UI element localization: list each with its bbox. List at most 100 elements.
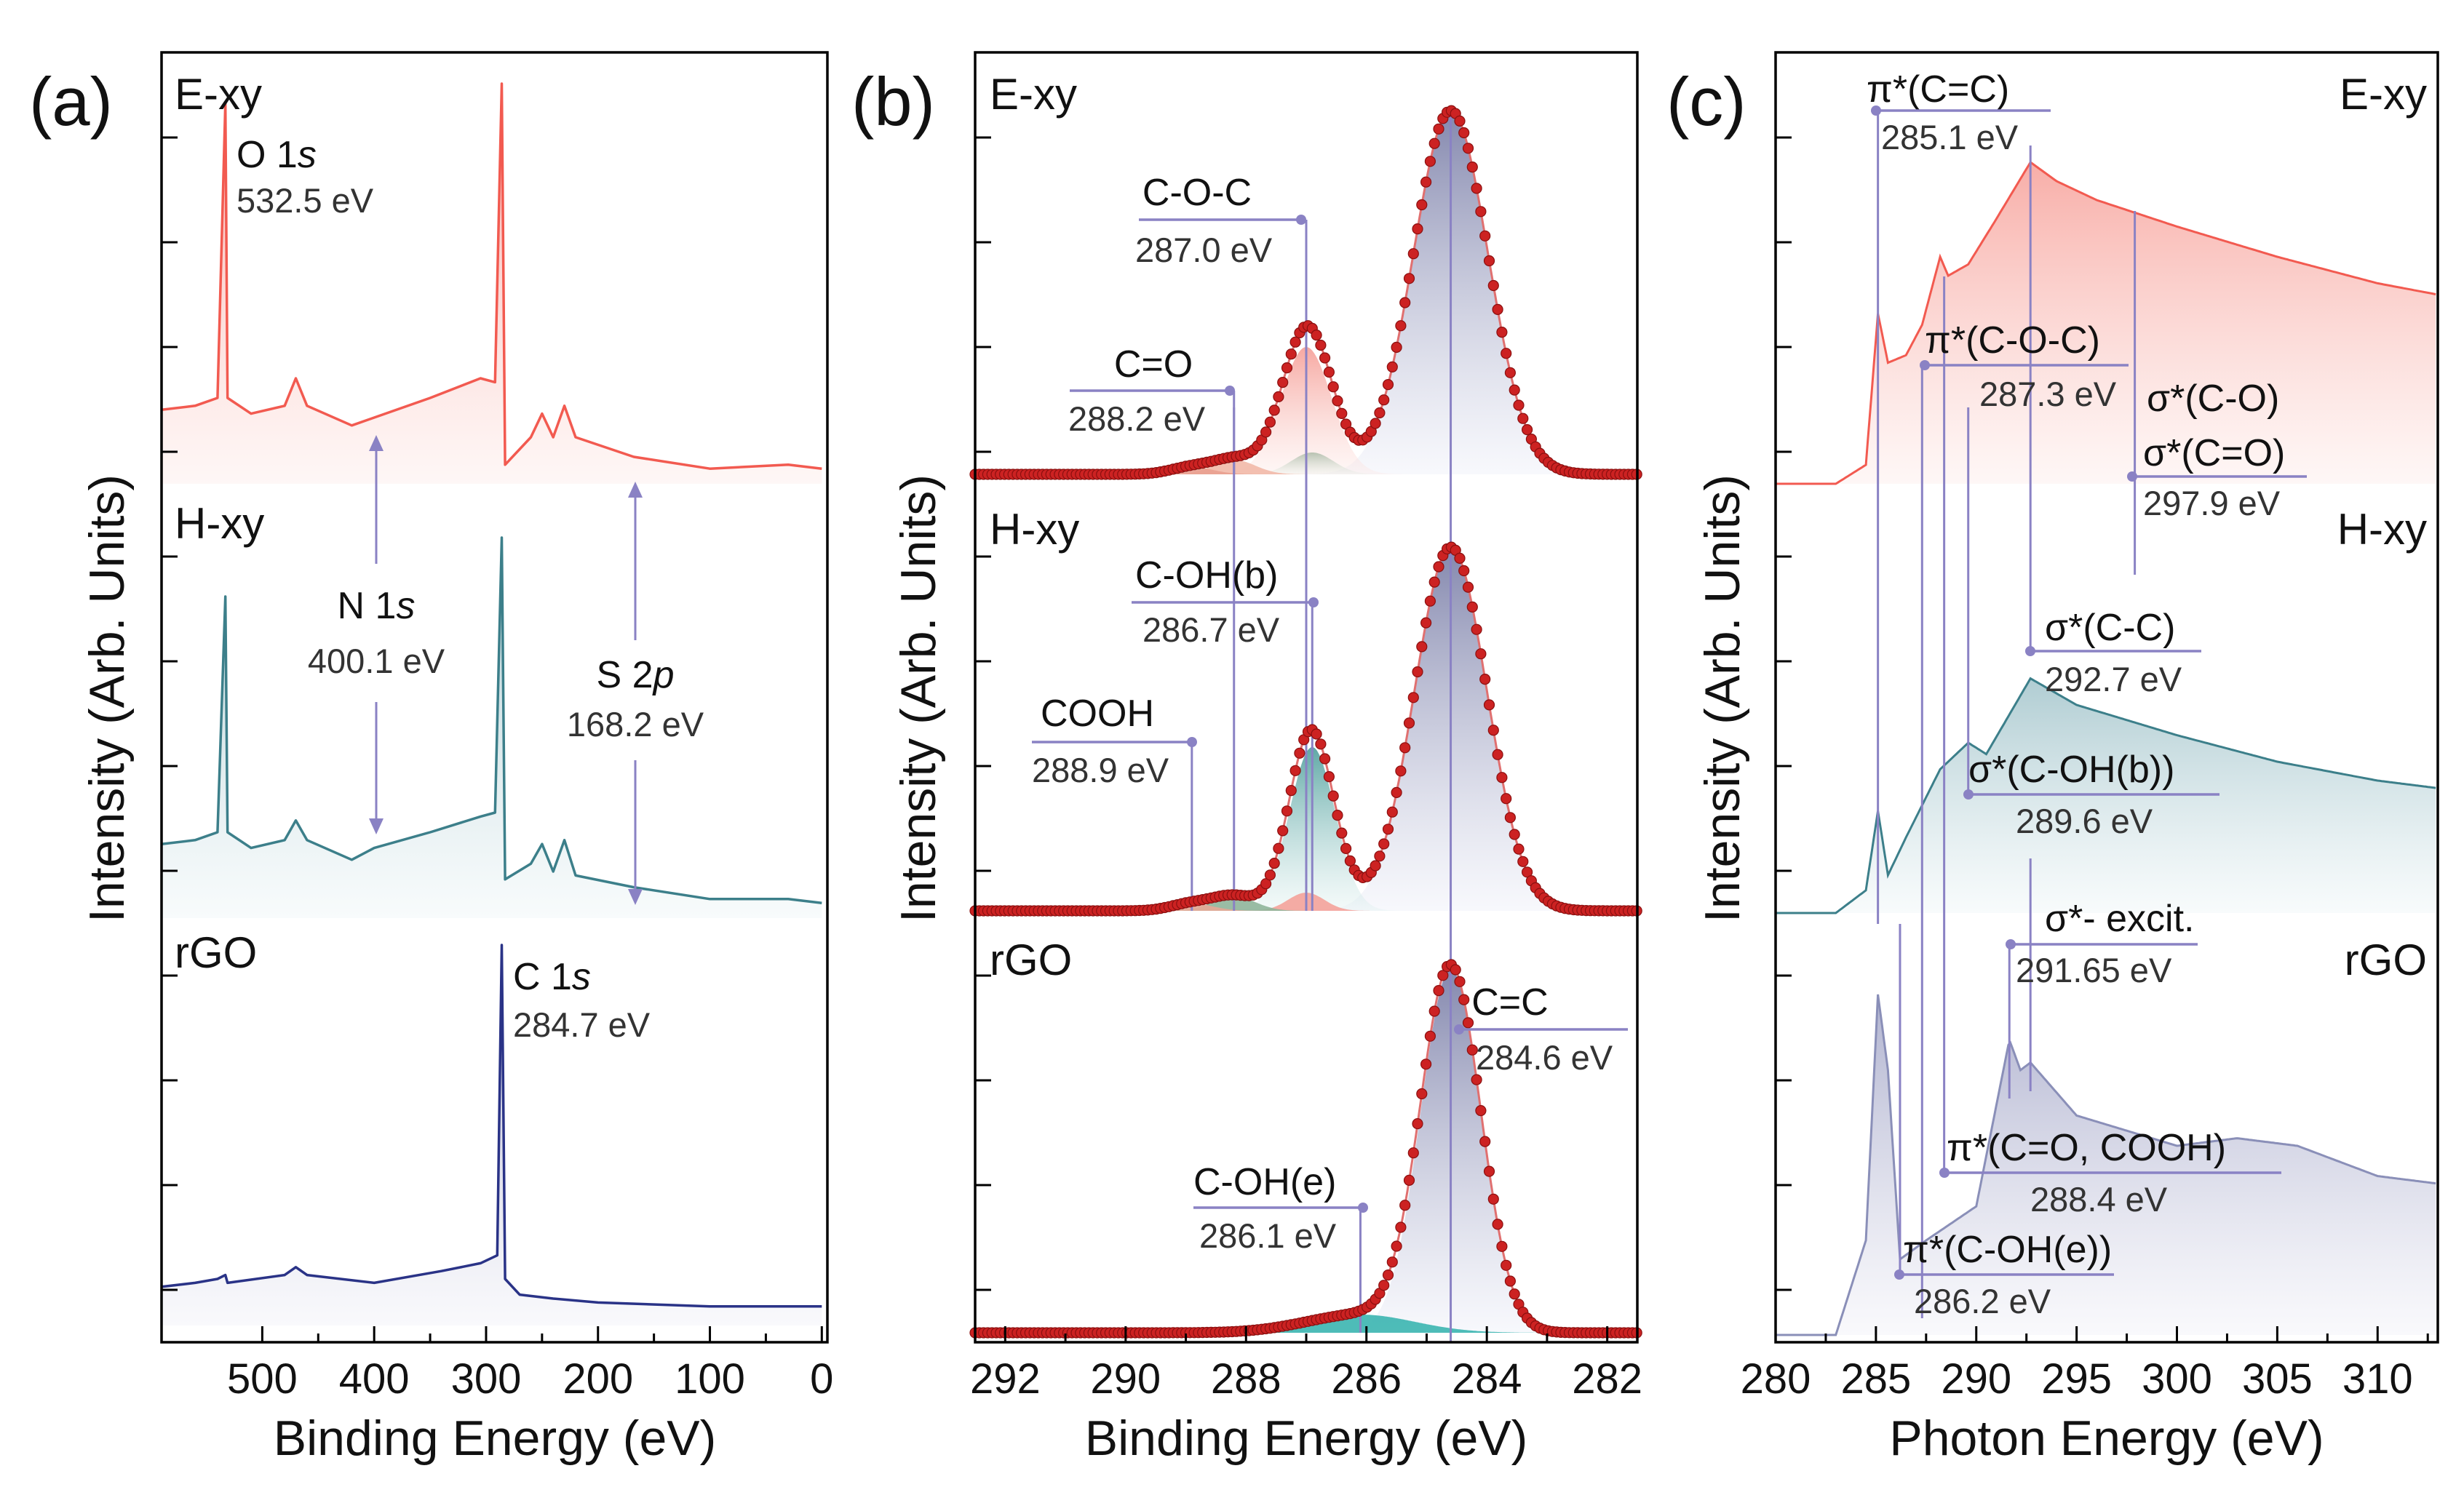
panel-b-cohe-dot bbox=[1358, 1203, 1368, 1213]
panel-a-xtick-label: 500 bbox=[227, 1355, 298, 1403]
panel-b-h-xy-data-point bbox=[1378, 838, 1390, 850]
panel-b-rgo-data-point bbox=[1462, 1017, 1474, 1029]
panel-c-xtick-label: 280 bbox=[1741, 1355, 1811, 1403]
panel-b-h-xy-data-point bbox=[1315, 738, 1327, 750]
panel-b-cohb-label: C-OH(b) bbox=[1135, 554, 1278, 597]
panel-b-label: (b) bbox=[851, 63, 935, 140]
panel-c-picohe-label: π*(C-OH(e)) bbox=[1903, 1229, 2112, 1271]
panel-b-h-xy-data-point bbox=[1340, 842, 1352, 855]
panel-b-e-xy-data-point bbox=[1374, 407, 1386, 419]
panel-b-h-xy-data-point bbox=[1323, 770, 1335, 783]
panel-a-xtick-label: 300 bbox=[451, 1355, 522, 1403]
panel-c-xtick-label: 290 bbox=[1941, 1355, 2011, 1403]
panel-b-rgo-component-284.6 bbox=[975, 969, 1637, 1333]
panel-b-cc-value: 284.6 eV bbox=[1476, 1038, 1613, 1077]
panel-b-h-xy-data-point bbox=[1412, 666, 1423, 678]
panel-b-ylabel: Intensity (Arb. Units) bbox=[891, 474, 946, 922]
panel-a-fill-rgo bbox=[162, 945, 822, 1325]
panel-b-rgo-data-point bbox=[1492, 1219, 1503, 1230]
panel-c-picoc-value: 287.3 eV bbox=[1979, 375, 2117, 413]
panel-b-e-xy-data-point bbox=[1522, 423, 1533, 436]
panel-c-sigmacc-label: σ*(C-C) bbox=[2045, 607, 2175, 649]
panel-b-e-xy-data-point bbox=[1454, 115, 1466, 127]
panel-b-e-xy-data-point bbox=[1483, 255, 1495, 267]
panel-c-xtick-label: 305 bbox=[2242, 1355, 2313, 1403]
panel-c-label: (c) bbox=[1666, 63, 1746, 140]
panel-b-h-xy-data-point bbox=[1264, 869, 1276, 881]
panel-b-rgo-data-point bbox=[1496, 1240, 1508, 1252]
panel-c-xlabel: Photon Energy (eV) bbox=[1889, 1411, 2324, 1466]
panel-b-e-xy-data-point bbox=[1424, 156, 1436, 167]
panel-c-picocooh-dot bbox=[1939, 1168, 1950, 1178]
panel-b-h-xy-data-point bbox=[1399, 742, 1411, 754]
panel-a-fill-h-xy bbox=[162, 538, 822, 918]
panel-b-rgo-data-point bbox=[1458, 994, 1470, 1005]
panel-b-e-xy-data-point bbox=[1370, 418, 1381, 429]
panel-b-h-xy-data-point bbox=[1466, 601, 1478, 613]
panel-c-excit-value: 291.65 eV bbox=[2016, 951, 2172, 989]
panel-b-coc-dot bbox=[1296, 215, 1306, 225]
panel-b-e-xy-data-point bbox=[1471, 183, 1482, 194]
panel-b-h-xy-data-point bbox=[1336, 827, 1348, 839]
panel-c-fill-rgo bbox=[1776, 994, 2436, 1335]
panel-b-rgo-data-point bbox=[1386, 1256, 1398, 1268]
panel-b-rgo-data-point bbox=[1466, 1044, 1478, 1056]
panel-a-series-label-exy: E-xy bbox=[175, 70, 262, 119]
panel-b-rgo-data-point bbox=[1407, 1147, 1419, 1159]
panel-b-e-xy-data-point bbox=[1382, 378, 1394, 391]
panel-b-h-xy-data-point bbox=[1277, 825, 1289, 837]
panel-b-h-xy-data-point bbox=[1273, 842, 1284, 854]
panel-a-line-rgo bbox=[161, 944, 822, 1308]
panel-a-fill-e-xy bbox=[162, 84, 822, 484]
panel-b-h-xy-data-point bbox=[1471, 623, 1482, 635]
panel-b-rgo-data-point bbox=[1479, 1136, 1491, 1147]
panel-c-picocooh-label: π*(C=O, COOH) bbox=[1947, 1127, 2226, 1169]
panel-b-cooh-value: 288.9 eV bbox=[1032, 751, 1169, 789]
panel-b-e-xy-data-point bbox=[1273, 391, 1284, 403]
panel-b-e-xy-data-point bbox=[1311, 330, 1322, 341]
panel-b-h-xy-data-point bbox=[1268, 857, 1280, 869]
panel-b-e-xy-data-point bbox=[1281, 362, 1293, 374]
panel-c-picohe-value: 286.2 eV bbox=[1914, 1282, 2051, 1320]
panel-b-e-xy-data-point bbox=[1289, 336, 1301, 348]
panel-b-h-xy-data-point bbox=[1509, 829, 1520, 840]
panel-c-series-label-exy: E-xy bbox=[2340, 70, 2427, 119]
panel-b-e-xy-data-point bbox=[1260, 426, 1272, 438]
panel-b-h-xy-data-point bbox=[1428, 576, 1440, 588]
panel-c-picoc-dot bbox=[1920, 360, 1930, 370]
panel-b-h-xy-data-point bbox=[1501, 793, 1512, 805]
panel-b-cooh-dot bbox=[1187, 737, 1197, 747]
panel-b-h-xy-data-point bbox=[1479, 673, 1491, 685]
panel-b-h-xy-data-point bbox=[1281, 805, 1293, 817]
panel-a-series-label-rgo: rGO bbox=[175, 928, 257, 977]
panel-b-e-xy-data-point bbox=[1416, 199, 1428, 211]
panel-a-ylabel: Intensity (Arb. Units) bbox=[79, 474, 135, 922]
panel-b-series-label-rgo: rGO bbox=[990, 936, 1072, 984]
panel-b-h-xy-data-point bbox=[1424, 595, 1436, 607]
panel-b-e-xy-data-point bbox=[1509, 384, 1520, 396]
panel-a-s2p-arrowhead-down bbox=[628, 889, 643, 905]
panel-c-picc-label: π*(C=C) bbox=[1867, 68, 2009, 111]
panel-b-e-xy-data-point bbox=[1277, 376, 1289, 388]
panel-b-rgo-data-point bbox=[1428, 1005, 1440, 1017]
panel-b-e-xy-data-point bbox=[1407, 248, 1419, 260]
panel-a-series-label-hxy: H-xy bbox=[175, 499, 264, 548]
panel-a-xtick-label: 0 bbox=[810, 1355, 833, 1403]
panel-a-s2p-arrowhead-up bbox=[628, 482, 643, 498]
panel-b-h-xy-data-point bbox=[1420, 617, 1432, 629]
panel-b-rgo-data-point bbox=[1403, 1174, 1415, 1187]
panel-b-rgo-data-point bbox=[1424, 1030, 1436, 1042]
panel-b-series-label-exy: E-xy bbox=[990, 70, 1077, 119]
panel-b-series-label-hxy: H-xy bbox=[990, 505, 1079, 554]
panel-a-line-e-xy bbox=[161, 82, 822, 470]
panel-b-h-xy-data-point bbox=[1311, 728, 1322, 740]
panel-b-h-xy-data-point bbox=[1517, 856, 1529, 867]
panel-b-rgo-data-point bbox=[1501, 1259, 1512, 1271]
panel-a-line-h-xy bbox=[161, 536, 822, 904]
panel-c-picocooh-value: 288.4 eV bbox=[2030, 1180, 2168, 1219]
panel-b-h-xy-data-point bbox=[1285, 784, 1297, 797]
panel-b-h-xy-data-point bbox=[1294, 747, 1305, 759]
panel-b-e-xy-data-point bbox=[1479, 230, 1491, 242]
panel-b-e-xy-data-point bbox=[1399, 297, 1411, 308]
panel-b-e-xy-data-point bbox=[1513, 399, 1525, 411]
